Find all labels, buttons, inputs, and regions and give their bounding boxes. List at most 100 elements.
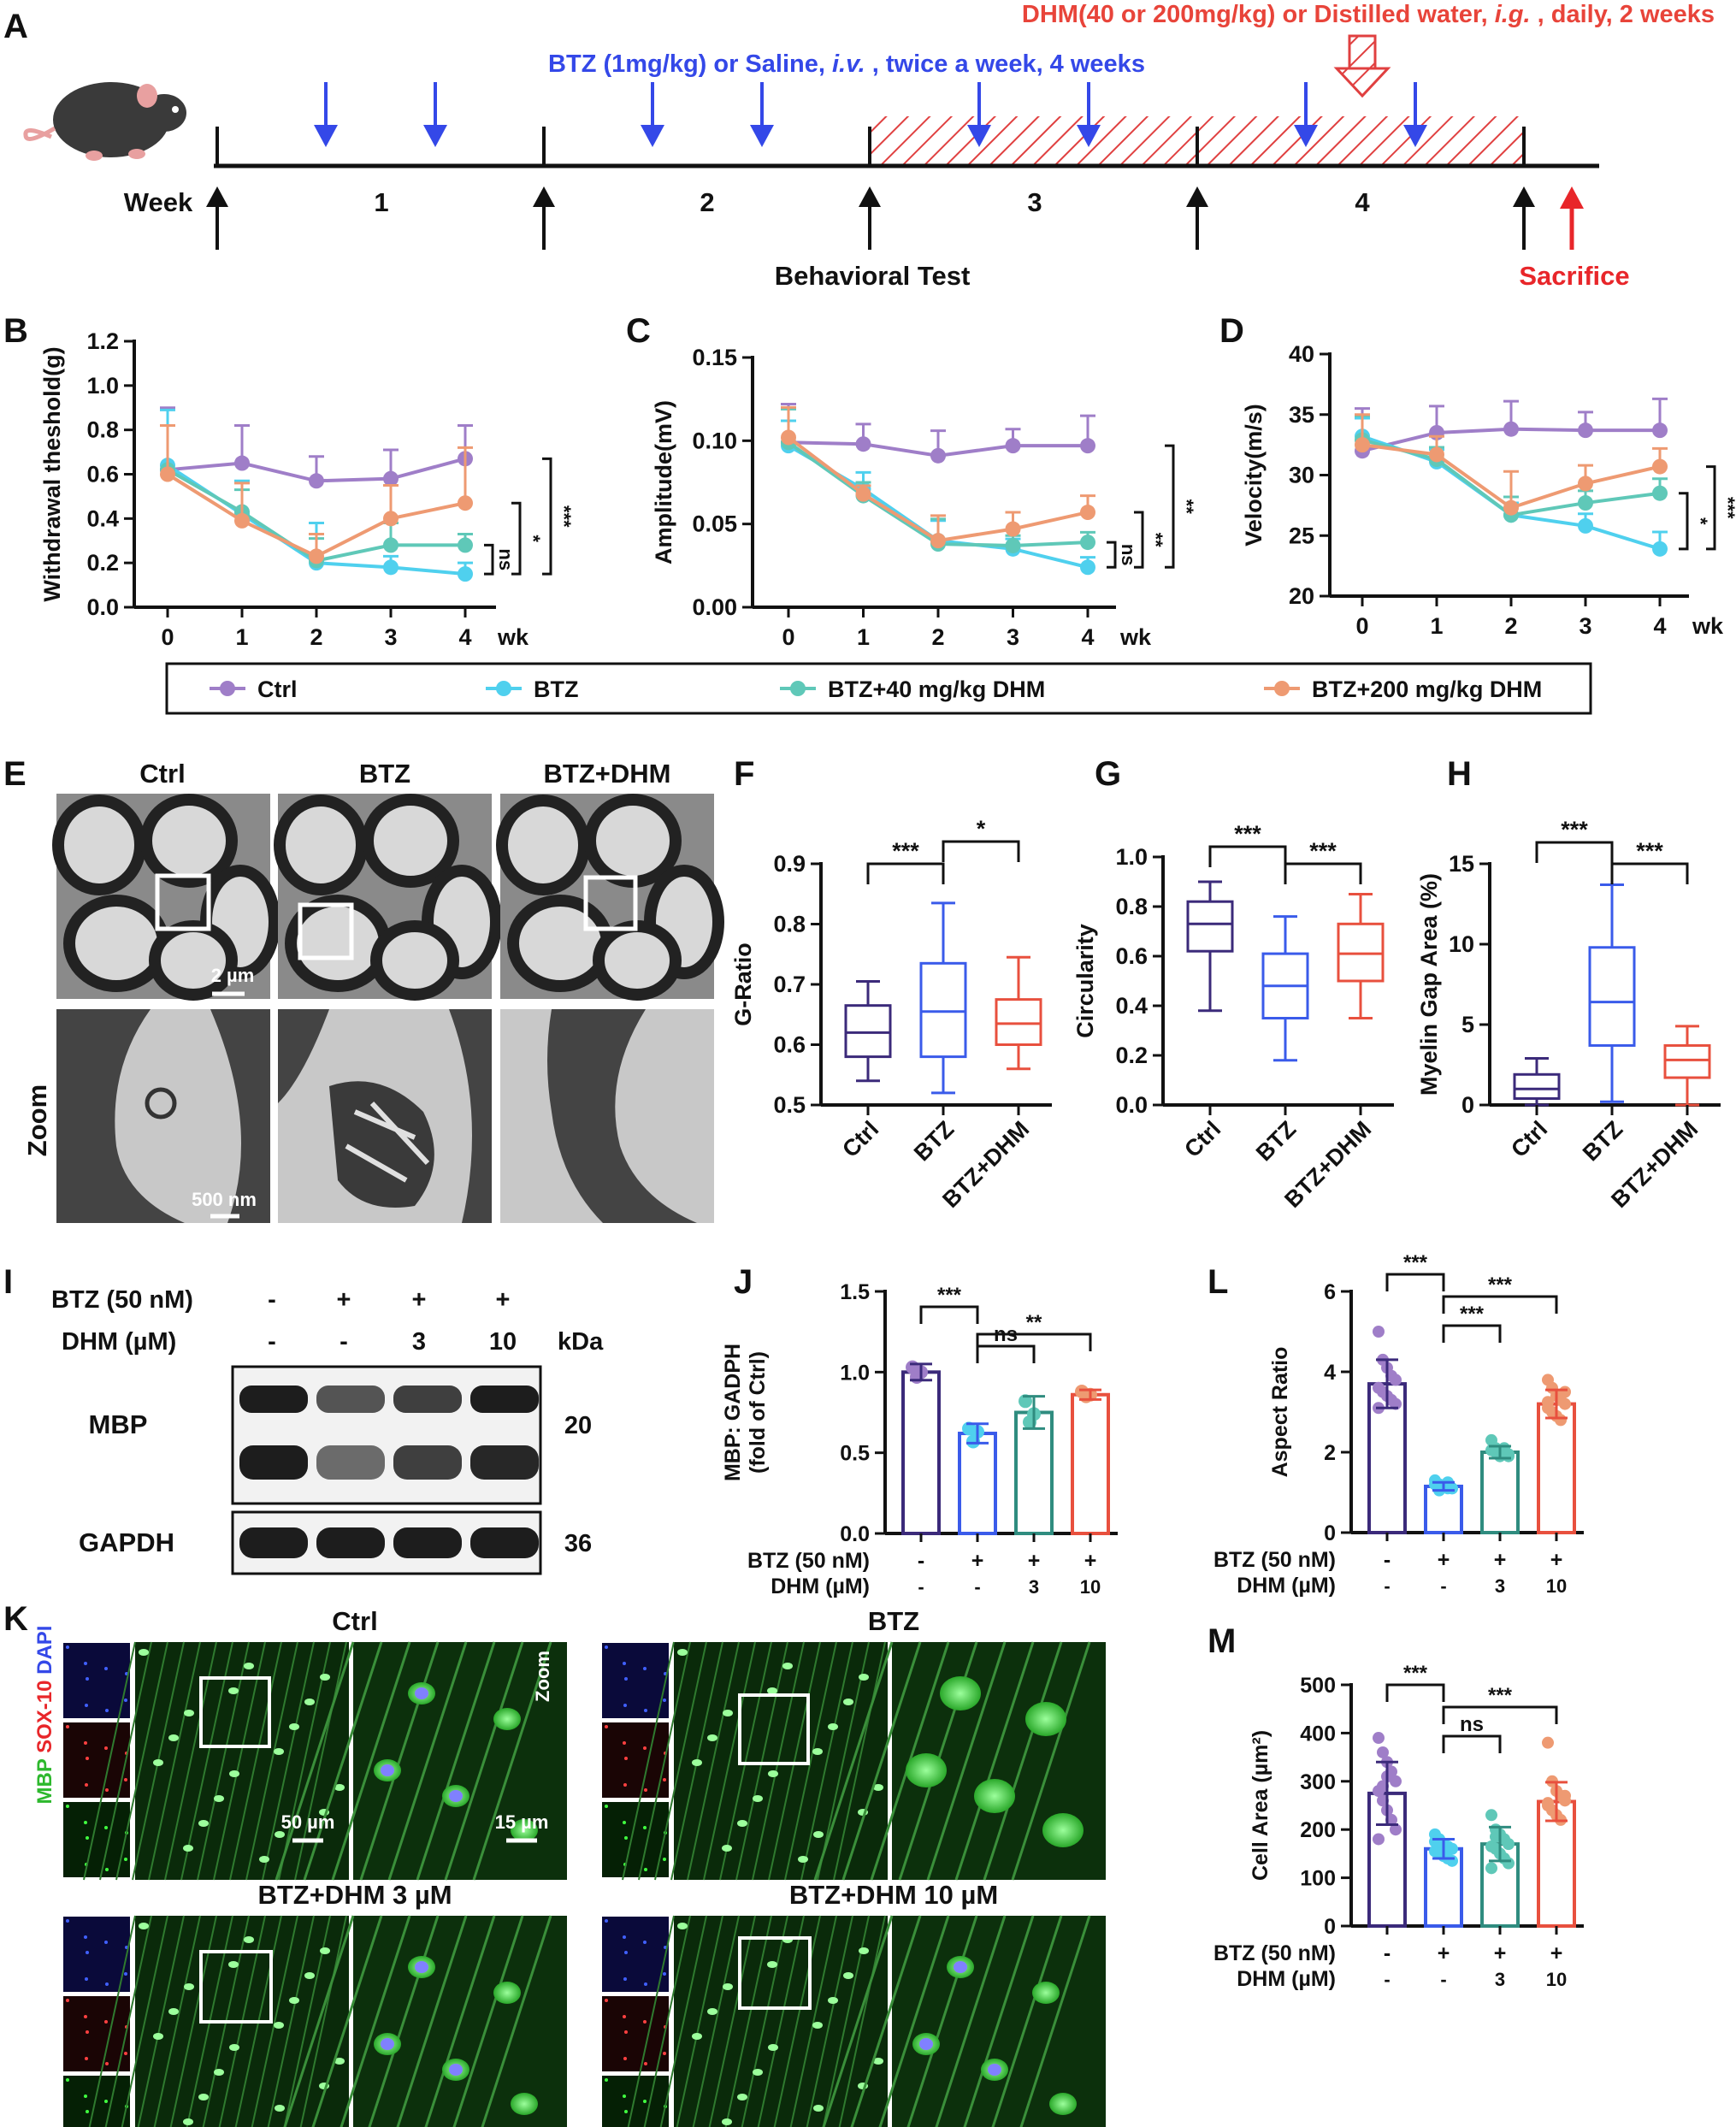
k-process — [169, 1915, 217, 2127]
y-tick-label: 0.4 — [1115, 993, 1148, 1019]
panel-i: BTZ (50 nM) DHM (µM) - + + + - - 3 10 kDa MBP 2… — [51, 1286, 604, 1575]
y-tick-label: 0.05 — [692, 511, 737, 537]
x-tick-label: 4 — [1081, 624, 1094, 650]
sig-bracket — [542, 457, 552, 576]
bar — [1014, 1410, 1054, 1535]
k-cell — [153, 2033, 163, 2040]
y-tick-label: 1.0 — [86, 373, 119, 399]
k-cell — [723, 1710, 733, 1716]
sig-bracket — [1165, 444, 1175, 569]
sig-label: *** — [1403, 1662, 1428, 1685]
week-2: 2 — [700, 187, 714, 217]
data-point — [1373, 1833, 1385, 1846]
myelin-sheath — [449, 1009, 492, 1223]
box — [1588, 946, 1636, 1047]
k-zoom-cell — [1042, 1813, 1084, 1847]
k-process — [954, 1641, 1035, 1881]
sig-bracket — [1284, 862, 1362, 884]
y-tick-label: 0 — [1461, 1092, 1474, 1118]
k-process — [340, 1915, 411, 2127]
data-point — [383, 511, 399, 527]
k-channel-dot — [663, 1972, 666, 1976]
k-channel-dot — [66, 1999, 69, 2002]
y-tick-label: 1.2 — [86, 328, 119, 354]
em-micrographs — [52, 794, 724, 1223]
week-label: Week — [124, 187, 193, 217]
k-process — [822, 1915, 894, 2127]
sig-label: ns — [1460, 1713, 1484, 1736]
panel-letter-a: A — [3, 8, 28, 45]
k-process — [757, 1915, 805, 2127]
sig-label: * — [1690, 517, 1711, 525]
k-process — [283, 1915, 331, 2127]
row1-label: BTZ (50 nM) — [1213, 1941, 1336, 1965]
k-cell — [183, 1845, 193, 1852]
k-process — [416, 1641, 496, 1881]
y-tick-label: 20 — [1289, 583, 1314, 609]
bar — [901, 1370, 941, 1536]
k-channel-dot — [623, 1977, 627, 1981]
k-cell — [722, 2118, 732, 2125]
k-channel-dot — [644, 1709, 647, 1712]
data-point — [1080, 535, 1095, 551]
k-cell — [274, 2022, 284, 2029]
k-cell — [320, 1674, 330, 1681]
k-process — [822, 1915, 870, 2127]
k-title-2: BTZ+DHM 3 µM — [257, 1880, 452, 1910]
e-col-btz: BTZ — [359, 759, 410, 789]
k-process — [752, 1641, 805, 1881]
k-cell — [275, 1831, 285, 1838]
k-process — [283, 1915, 355, 2127]
k-cell — [304, 1699, 315, 1705]
k-channel-thumb — [600, 1641, 670, 1720]
mbp-band-lower — [316, 1445, 385, 1480]
y-tick-label: 200 — [1300, 1818, 1336, 1842]
data-point — [1652, 458, 1668, 475]
k-channel-dot — [624, 1836, 628, 1840]
k-process — [622, 1641, 675, 1881]
data-point — [1080, 559, 1095, 576]
axon-profile — [362, 794, 459, 888]
legend-label-3: BTZ+200 mg/kg DHM — [1312, 677, 1542, 702]
k-cell — [782, 1663, 793, 1669]
legend-label-0: Ctrl — [257, 677, 298, 702]
y-tick-label: 1.5 — [840, 1280, 870, 1304]
dhm-treatment-label: DHM(40 or 200mg/kg) or Distilled water, … — [1022, 1, 1715, 28]
panel-letter-h: H — [1447, 755, 1472, 793]
sig-bracket — [511, 501, 522, 576]
k-channel-thumb — [62, 2074, 132, 2127]
sig-bracket — [1385, 1273, 1445, 1291]
data-point — [1005, 438, 1021, 454]
k-zoom-box — [738, 1693, 810, 1765]
k-channel-dot — [104, 1746, 108, 1750]
data-point — [1390, 1823, 1402, 1836]
k-channel-dot — [124, 1858, 127, 1861]
data-point — [458, 495, 473, 511]
x-tick-label: 3 — [1007, 624, 1019, 650]
sig-label: *** — [1636, 838, 1663, 864]
k-process — [115, 1641, 168, 1881]
k-process — [692, 1915, 740, 2127]
data-point — [1652, 422, 1668, 439]
sig-bracket — [484, 543, 494, 576]
row2-sign: - — [1440, 1969, 1446, 1990]
sig-label: *** — [1403, 1251, 1428, 1274]
k-zoom-cell — [1025, 1702, 1066, 1736]
row1-sign: - — [918, 1549, 924, 1573]
k-channel-thumb — [62, 1721, 132, 1799]
k-nucleus — [954, 1961, 967, 1973]
chart-cell-area: 0 100 200 300 400 500 Cell Area (µm²) - - + - +3 +10… — [1213, 1662, 1584, 1991]
myelin-sheath — [278, 1009, 329, 1103]
data-point — [383, 470, 399, 487]
row2-sign: - — [974, 1576, 980, 1598]
k-channel-dot — [605, 1999, 608, 2002]
k-title-3: BTZ+DHM 10 µM — [789, 1880, 998, 1910]
k-channel-dot — [623, 2015, 626, 2018]
data-point — [309, 473, 324, 489]
k-process — [841, 1641, 922, 1881]
box — [1663, 1043, 1711, 1079]
k-zoom-cell — [511, 2093, 538, 2115]
test-arrow-icon-3 — [1186, 186, 1208, 207]
k-process — [735, 1641, 788, 1881]
